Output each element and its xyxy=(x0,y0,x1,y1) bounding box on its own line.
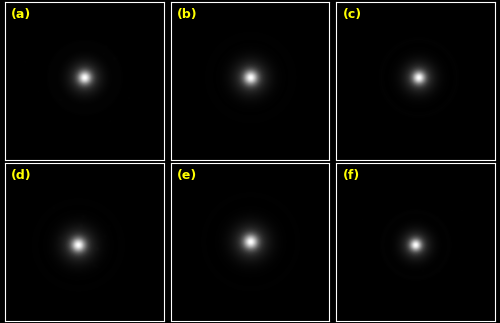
Text: (f): (f) xyxy=(343,169,360,182)
Text: (b): (b) xyxy=(177,8,198,21)
Text: (a): (a) xyxy=(11,8,32,21)
Text: (c): (c) xyxy=(343,8,362,21)
Text: (d): (d) xyxy=(11,169,32,182)
Text: (e): (e) xyxy=(177,169,198,182)
